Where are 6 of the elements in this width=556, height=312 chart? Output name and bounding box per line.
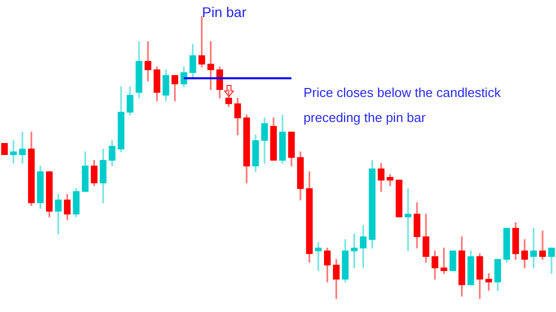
candlestick <box>144 41 152 82</box>
candlestick <box>10 140 17 164</box>
candlestick <box>539 230 546 260</box>
annotation: Pin bar <box>202 4 246 20</box>
candlestick <box>404 188 412 252</box>
ref-line-label: Price closes below the candlestick preceding the pin bar <box>303 84 502 128</box>
